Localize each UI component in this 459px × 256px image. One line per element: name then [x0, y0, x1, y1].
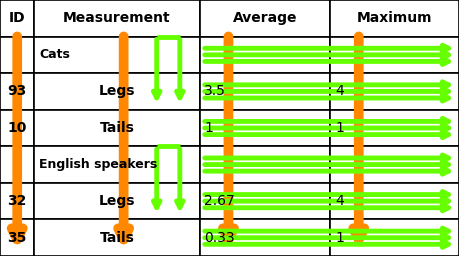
Bar — [0, 0, 34, 37]
Text: 93: 93 — [8, 84, 27, 98]
Bar — [34, 110, 200, 146]
Bar — [330, 0, 459, 37]
Text: English speakers: English speakers — [39, 158, 157, 171]
Text: ID: ID — [9, 11, 26, 25]
Text: 35: 35 — [7, 231, 27, 245]
Bar — [200, 219, 330, 256]
Text: Measurement: Measurement — [63, 11, 171, 25]
Bar — [330, 37, 459, 73]
Text: 1: 1 — [335, 121, 344, 135]
Bar — [200, 73, 330, 110]
Text: Legs: Legs — [99, 194, 135, 208]
Text: 0.33: 0.33 — [204, 231, 235, 245]
Bar — [200, 146, 330, 183]
Text: Tails: Tails — [100, 121, 134, 135]
Text: Tails: Tails — [100, 231, 134, 245]
Bar — [200, 110, 330, 146]
Text: Legs: Legs — [99, 84, 135, 98]
Text: 4: 4 — [335, 194, 344, 208]
Bar — [0, 110, 34, 146]
Text: 10: 10 — [7, 121, 27, 135]
Bar — [0, 183, 34, 219]
Text: 1: 1 — [335, 231, 344, 245]
Text: 32: 32 — [7, 194, 27, 208]
Text: Average: Average — [233, 11, 297, 25]
Bar — [0, 37, 34, 73]
Text: 4: 4 — [335, 84, 344, 98]
Bar — [34, 146, 200, 183]
Bar — [330, 183, 459, 219]
Bar — [330, 110, 459, 146]
Bar — [0, 219, 34, 256]
Text: 3.5: 3.5 — [204, 84, 226, 98]
Text: Cats: Cats — [39, 48, 70, 61]
Bar — [330, 73, 459, 110]
Bar — [34, 183, 200, 219]
Bar — [330, 219, 459, 256]
Text: 2.67: 2.67 — [204, 194, 235, 208]
Text: Maximum: Maximum — [357, 11, 432, 25]
Bar — [330, 146, 459, 183]
Bar — [34, 73, 200, 110]
Bar — [34, 0, 200, 37]
Bar — [200, 0, 330, 37]
Text: 1: 1 — [204, 121, 213, 135]
Bar — [200, 183, 330, 219]
Bar — [0, 73, 34, 110]
Bar — [34, 37, 200, 73]
Bar — [34, 219, 200, 256]
Bar — [200, 37, 330, 73]
Bar — [0, 146, 34, 183]
